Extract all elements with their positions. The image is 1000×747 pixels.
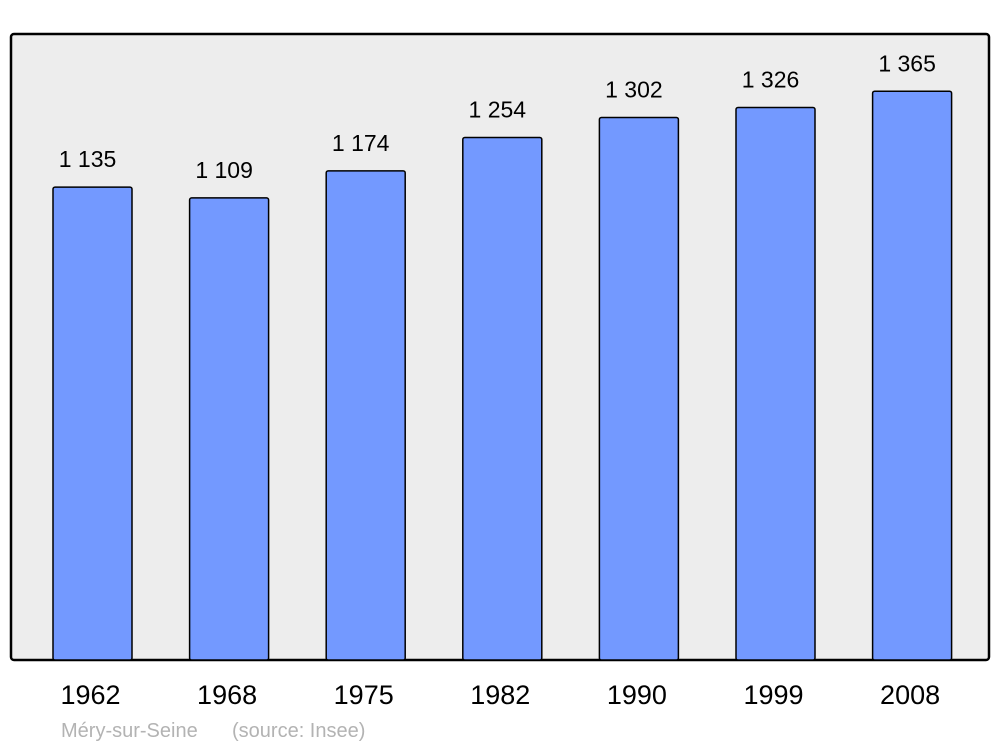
data-label-1999: 1 326 — [742, 67, 800, 93]
data-label-1968: 1 109 — [195, 157, 253, 183]
footer-place: Méry-sur-Seine — [61, 720, 198, 742]
data-label-1982: 1 254 — [469, 97, 527, 123]
data-label-1962: 1 135 — [59, 146, 117, 172]
bar-1968 — [188, 197, 270, 661]
footer-source: (source: Insee) — [232, 720, 365, 742]
bar-2008 — [871, 90, 953, 661]
data-label-1990: 1 302 — [605, 77, 663, 103]
x-tick-1990: 1990 — [607, 680, 667, 710]
x-tick-2008: 2008 — [880, 680, 940, 710]
bar-1999 — [735, 106, 816, 661]
x-tick-1982: 1982 — [470, 680, 530, 710]
bar-1962 — [52, 186, 133, 661]
x-tick-1968: 1968 — [197, 680, 257, 710]
data-label-2008: 1 365 — [878, 50, 936, 76]
data-label-1975: 1 174 — [332, 130, 390, 156]
bar-1982 — [462, 136, 543, 661]
x-tick-1975: 1975 — [334, 680, 394, 710]
x-tick-1999: 1999 — [743, 680, 803, 710]
bar-1990 — [598, 116, 680, 661]
x-tick-1962: 1962 — [60, 680, 120, 710]
bar-1975 — [325, 170, 406, 661]
